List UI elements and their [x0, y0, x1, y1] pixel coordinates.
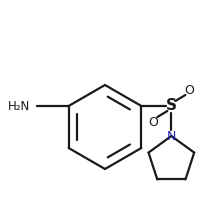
Text: S: S [166, 98, 177, 113]
Text: O: O [184, 84, 194, 97]
Text: O: O [149, 116, 158, 129]
Text: H₂N: H₂N [7, 99, 30, 112]
Text: N: N [167, 130, 176, 143]
